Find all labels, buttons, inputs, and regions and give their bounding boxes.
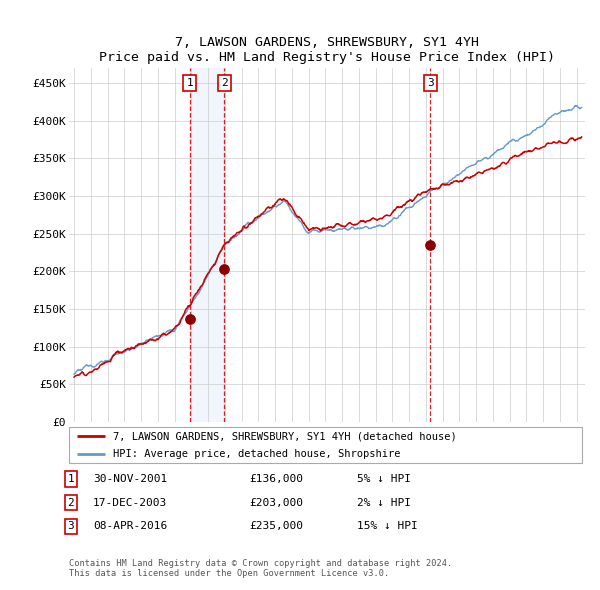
Text: 5% ↓ HPI: 5% ↓ HPI <box>357 474 411 484</box>
Text: This data is licensed under the Open Government Licence v3.0.: This data is licensed under the Open Gov… <box>69 569 389 578</box>
Text: £203,000: £203,000 <box>249 498 303 507</box>
Text: 08-APR-2016: 08-APR-2016 <box>93 522 167 531</box>
Text: 3: 3 <box>427 78 434 88</box>
Text: 3: 3 <box>67 522 74 531</box>
Text: £136,000: £136,000 <box>249 474 303 484</box>
Text: £235,000: £235,000 <box>249 522 303 531</box>
Text: 1: 1 <box>67 474 74 484</box>
Bar <box>190 68 224 422</box>
Text: Contains HM Land Registry data © Crown copyright and database right 2024.: Contains HM Land Registry data © Crown c… <box>69 559 452 568</box>
Text: 1: 1 <box>187 78 193 88</box>
Point <box>220 264 229 274</box>
Title: 7, LAWSON GARDENS, SHREWSBURY, SY1 4YH
Price paid vs. HM Land Registry's House P: 7, LAWSON GARDENS, SHREWSBURY, SY1 4YH P… <box>99 36 555 64</box>
Text: 2: 2 <box>67 498 74 507</box>
Text: 17-DEC-2003: 17-DEC-2003 <box>93 498 167 507</box>
Text: 30-NOV-2001: 30-NOV-2001 <box>93 474 167 484</box>
Text: HPI: Average price, detached house, Shropshire: HPI: Average price, detached house, Shro… <box>113 449 400 459</box>
Text: 7, LAWSON GARDENS, SHREWSBURY, SY1 4YH (detached house): 7, LAWSON GARDENS, SHREWSBURY, SY1 4YH (… <box>113 431 457 441</box>
Point <box>425 240 435 250</box>
Point <box>185 314 195 324</box>
Text: 2% ↓ HPI: 2% ↓ HPI <box>357 498 411 507</box>
Text: 15% ↓ HPI: 15% ↓ HPI <box>357 522 418 531</box>
Text: 2: 2 <box>221 78 227 88</box>
